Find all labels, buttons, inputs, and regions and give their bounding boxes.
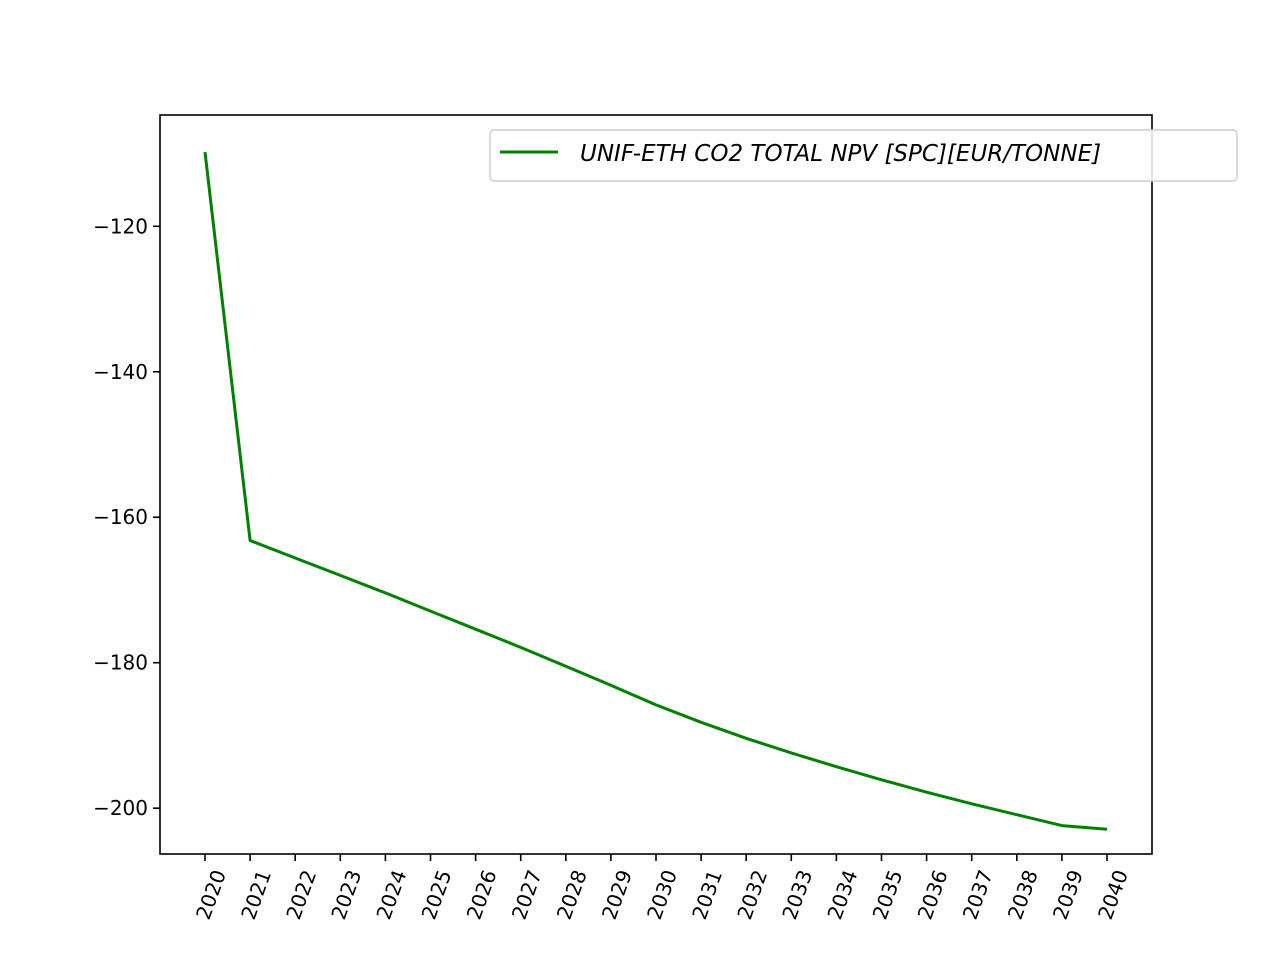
- y-tick-label: −120: [93, 214, 148, 238]
- x-tick-label: 2025: [417, 867, 457, 923]
- x-tick-label: 2034: [822, 867, 862, 923]
- x-tick-label: 2020: [191, 867, 231, 923]
- y-tick-label: −200: [93, 796, 148, 820]
- x-tick-label: 2027: [507, 867, 547, 923]
- legend-label: UNIF-ETH CO2 TOTAL NPV [SPC][EUR/TONNE]: [580, 141, 1101, 167]
- x-tick-label: 2023: [326, 867, 366, 923]
- x-tick-label: 2031: [687, 867, 727, 923]
- legend-box: [489, 129, 1238, 182]
- x-tick-label: 2039: [1048, 867, 1088, 923]
- x-tick-label: 2036: [913, 867, 953, 923]
- plot-frame: [159, 114, 1153, 855]
- x-tick-label: 2028: [552, 867, 592, 923]
- legend: UNIF-ETH CO2 TOTAL NPV [SPC][EUR/TONNE]: [489, 129, 1238, 182]
- x-tick-label: 2021: [236, 867, 276, 923]
- plot-area: [160, 115, 1152, 854]
- y-tick-label: −180: [93, 651, 148, 675]
- series-line: [203, 151, 1108, 831]
- y-tick-label: −160: [93, 505, 148, 529]
- x-tick-label: 2033: [777, 867, 817, 923]
- y-axis: −120 −140 −160 −180 −200: [93, 214, 160, 820]
- x-tick-label: 2040: [1093, 867, 1133, 923]
- x-axis: 2020 2021 2022 2023 2024 2025 2026 2027 2028 2029…: [191, 854, 1133, 923]
- x-tick-label: 2035: [868, 867, 908, 923]
- x-tick-label: 2037: [958, 867, 998, 923]
- x-tick-label: 2026: [462, 867, 502, 923]
- x-tick-label: 2038: [1003, 867, 1043, 923]
- y-tick-label: −140: [93, 360, 148, 384]
- x-tick-label: 2029: [597, 867, 637, 923]
- x-tick-label: 2030: [642, 867, 682, 923]
- x-tick-label: 2024: [371, 867, 411, 923]
- x-tick-label: 2022: [281, 867, 321, 923]
- series-layer: [203, 151, 1108, 831]
- x-tick-label: 2032: [732, 867, 772, 923]
